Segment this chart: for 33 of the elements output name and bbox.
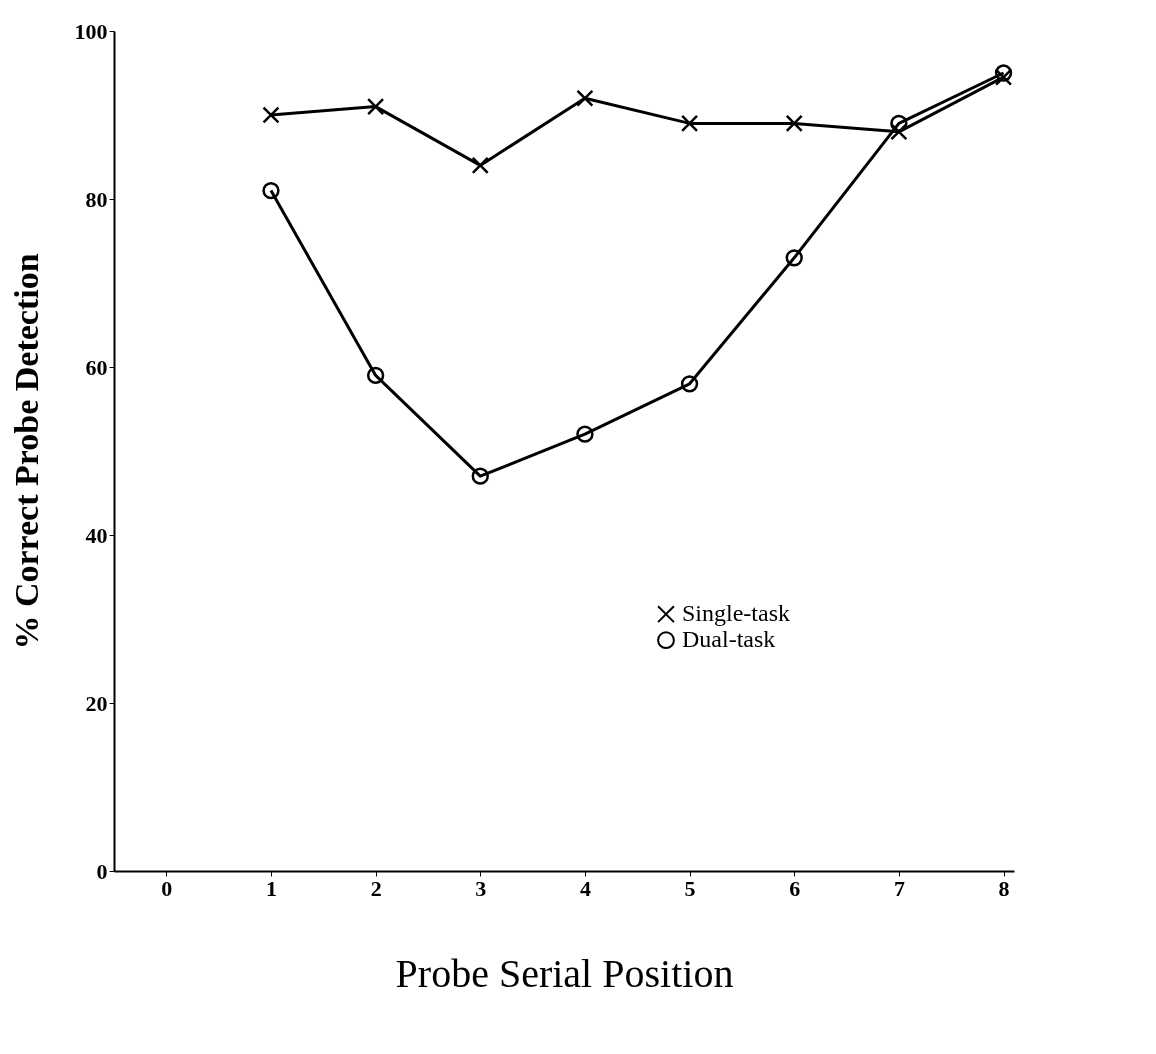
x-tick-label: 0	[161, 875, 173, 901]
point	[785, 114, 803, 133]
point	[471, 156, 489, 175]
y-tick-label: 0	[96, 858, 108, 884]
point	[576, 89, 594, 107]
point	[262, 181, 280, 200]
x-tick-label: 7	[893, 875, 905, 901]
point	[785, 249, 803, 267]
point	[994, 68, 1013, 86]
y-tick-label: 80	[85, 186, 108, 212]
x-tick-label: 6	[789, 875, 801, 901]
legend-label: Single-task	[682, 600, 790, 627]
y-tick-label: 20	[85, 690, 108, 716]
x-axis-title: Probe Serial Position	[395, 950, 734, 996]
point	[366, 366, 385, 385]
point	[576, 425, 594, 443]
point	[471, 467, 489, 485]
x-tick-label: 1	[265, 875, 277, 901]
point	[262, 106, 280, 124]
y-tick-label: 40	[85, 522, 108, 548]
x-tick-label: 4	[579, 875, 591, 901]
x-tick-label: 2	[370, 875, 382, 901]
point	[680, 114, 699, 133]
point	[680, 375, 699, 393]
y-tick-label: 60	[85, 354, 108, 380]
y-tick-label: 100	[74, 18, 108, 44]
y-axis-title: % Correct Probe Detection	[7, 253, 45, 650]
x-tick-label: 8	[998, 875, 1010, 901]
x-tick-label: 5	[684, 875, 696, 901]
point	[994, 64, 1013, 82]
x-tick-label: 3	[475, 875, 487, 901]
legend-label: Dual-task	[682, 626, 776, 653]
point	[366, 97, 385, 116]
